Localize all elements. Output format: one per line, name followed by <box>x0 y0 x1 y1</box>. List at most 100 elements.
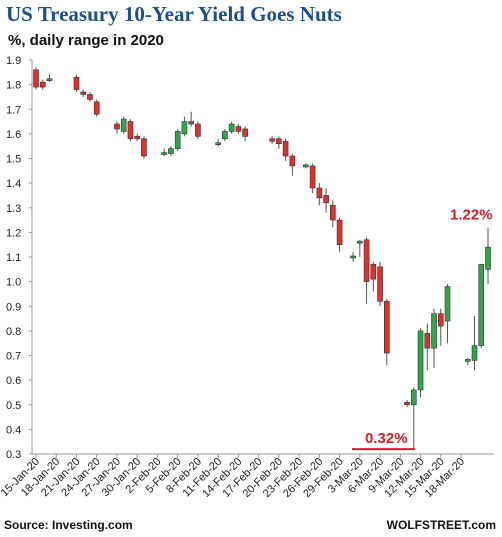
candle <box>134 133 140 142</box>
y-tick-label: 0.6 <box>6 375 21 387</box>
candle <box>316 183 323 206</box>
candle <box>269 136 275 144</box>
candle-body-up <box>303 164 309 168</box>
candle <box>323 188 329 213</box>
candle <box>384 298 390 366</box>
candle-body-up <box>431 313 437 349</box>
candle-body-down <box>289 155 296 167</box>
candle-body-down <box>330 204 336 221</box>
y-tick-label: 1.9 <box>6 55 21 67</box>
candle <box>120 116 127 134</box>
y-tick-label: 1.8 <box>6 80 21 92</box>
candle-body-up <box>228 123 235 132</box>
candle <box>127 119 134 142</box>
y-tick-label: 1.5 <box>6 154 21 166</box>
candle <box>370 261 377 292</box>
annotations: 1.22% 0.32% <box>352 206 493 451</box>
candle-body-down <box>73 76 80 90</box>
y-tick-labels: 0.3 0.4 0.5 0.6 0.7 0.8 0.9 1.0 1.1 1.2 1.3 1.4 1.5 1… <box>6 55 32 461</box>
candle-body-down <box>134 136 140 140</box>
candle-body-down <box>80 91 87 95</box>
y-tick-label: 1.6 <box>6 129 21 141</box>
candle <box>168 146 174 157</box>
candle-body-down <box>309 165 316 189</box>
candle-body-up <box>410 389 417 406</box>
y-tick-label: 0.4 <box>6 424 21 436</box>
candle <box>282 138 289 161</box>
candle <box>73 74 80 93</box>
candle <box>87 92 93 102</box>
candle-body-up <box>168 148 174 154</box>
candle <box>357 239 363 257</box>
candle <box>330 200 336 228</box>
candle-body-up <box>161 152 167 155</box>
candle <box>444 284 451 344</box>
candle-body-down <box>336 219 343 245</box>
candle-body-up <box>478 264 485 346</box>
candle-body-down <box>33 69 39 88</box>
candle <box>336 217 343 253</box>
candle-body-down <box>363 239 370 282</box>
candle-body-up <box>444 286 451 322</box>
candle-body-up <box>357 240 363 244</box>
candle-body-down <box>195 123 201 137</box>
candle <box>309 163 316 193</box>
high-annotation: 1.22% <box>450 206 493 223</box>
candle-body-down <box>93 101 100 115</box>
candle <box>417 328 424 398</box>
candle-body-down <box>114 123 120 130</box>
y-tick-label: 1.2 <box>6 227 21 239</box>
candle <box>276 136 282 149</box>
candle-body-up <box>120 118 127 132</box>
candles <box>33 67 491 450</box>
candle-body-up <box>485 246 491 270</box>
candle-body-down <box>276 138 282 145</box>
candle <box>39 79 46 90</box>
y-tick-label: 1.0 <box>6 277 21 289</box>
candle <box>478 264 485 349</box>
candle <box>195 121 201 139</box>
candle-body-down <box>323 195 329 204</box>
candle-body-up <box>215 142 221 146</box>
candle-body-down <box>87 94 93 100</box>
candle <box>404 399 410 408</box>
candle <box>188 111 194 127</box>
candle-body-up <box>350 255 356 259</box>
candle-body-down <box>384 301 390 354</box>
y-tick-label: 0.8 <box>6 326 21 338</box>
candle <box>228 121 235 134</box>
candle-body-down <box>127 121 134 140</box>
candle <box>33 67 39 90</box>
candle <box>46 74 53 83</box>
y-tick-label: 0.7 <box>6 351 21 363</box>
chart-subtitle: %, daily range in 2020 <box>8 32 164 49</box>
candle <box>471 316 478 371</box>
candle-body-down <box>235 126 242 132</box>
source-label: Source: Investing.com <box>4 518 133 532</box>
candle-body-down <box>242 128 248 137</box>
candle <box>303 163 309 169</box>
candle-body-down <box>188 121 194 125</box>
chart-title: US Treasury 10-Year Yield Goes Nuts <box>6 2 342 26</box>
candle <box>174 128 181 152</box>
candle-body-up <box>46 78 53 81</box>
candle-body-down <box>437 313 444 327</box>
candle-body-down <box>424 333 431 349</box>
candle <box>141 136 147 159</box>
candle-body-up <box>222 131 228 140</box>
candle <box>363 237 370 304</box>
brand-label: WOLFSTREET.com <box>386 518 496 532</box>
candle-body-down <box>282 140 289 157</box>
candle <box>114 121 120 134</box>
candle <box>93 99 100 117</box>
candle-body-up <box>471 345 478 361</box>
y-tick-label: 0.5 <box>6 400 21 412</box>
candle-body-down <box>269 138 275 142</box>
y-tick-label: 1.7 <box>6 104 21 116</box>
y-tick-label: 1.4 <box>6 178 21 190</box>
candle-body-up <box>464 359 471 362</box>
candle-body-down <box>39 81 46 88</box>
candle-body-down <box>404 401 410 406</box>
candle <box>424 323 431 371</box>
